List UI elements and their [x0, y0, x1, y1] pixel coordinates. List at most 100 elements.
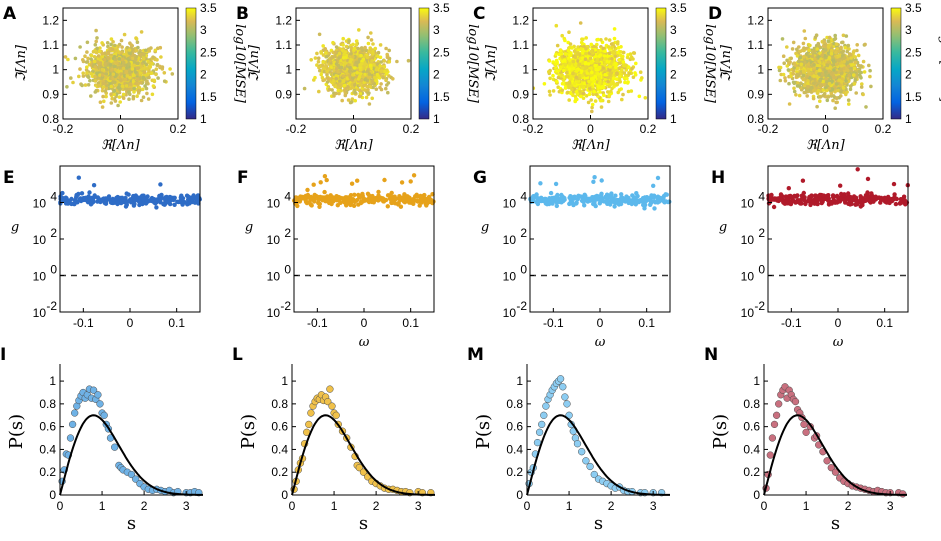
scatter-point — [141, 75, 145, 80]
scatter-point — [606, 45, 611, 49]
scatter-point — [384, 78, 388, 83]
colorbar-tick-label: 3 — [433, 23, 440, 37]
colorbar-tick-label: 3.5 — [200, 1, 217, 15]
scatter-point — [869, 84, 873, 89]
scatter-point — [93, 75, 97, 79]
colorbar-tick-label: 1 — [200, 112, 207, 126]
scatter-point — [341, 36, 346, 41]
scatter-point — [159, 55, 163, 59]
scatter-point — [836, 88, 840, 93]
scatter-point — [548, 93, 552, 97]
scatter-point — [341, 74, 345, 78]
scatter-point — [345, 76, 350, 81]
scatter-point — [152, 78, 156, 83]
scatter-point — [119, 72, 123, 76]
scatter-point — [601, 66, 605, 70]
scatter-point — [594, 92, 599, 97]
scatter-point — [580, 81, 584, 86]
scatter-point — [391, 77, 395, 81]
scatter-point — [855, 48, 859, 53]
colorbar-tick-label: 2 — [670, 68, 677, 82]
scatter-point — [596, 37, 600, 42]
scatter-point — [574, 75, 579, 79]
scatter-point — [84, 60, 89, 64]
scatter-point — [374, 87, 379, 91]
scatter-point — [616, 90, 620, 95]
scatter-point — [81, 59, 86, 64]
scatter-point — [96, 84, 101, 88]
scatter-point — [83, 54, 87, 58]
scatter-point — [109, 42, 113, 47]
scatter-point — [85, 50, 89, 54]
scatter-point — [118, 65, 122, 69]
scatter-point — [120, 45, 124, 49]
scatter-point — [621, 60, 626, 64]
scatter-point — [581, 56, 585, 60]
x-axis-label: ℜ[Λn] — [571, 138, 610, 153]
scatter-point — [365, 69, 370, 73]
scatter-point — [127, 48, 132, 52]
scatter-point — [352, 46, 357, 51]
scatter-point — [104, 72, 109, 76]
scatter-point — [620, 97, 624, 102]
scatter-point — [338, 79, 342, 83]
scatter-point — [162, 79, 167, 83]
scatter-point — [101, 81, 105, 86]
scatter-point — [627, 65, 631, 69]
scatter-point — [384, 86, 388, 91]
scatter-point — [584, 36, 588, 40]
scatter-point — [868, 68, 872, 73]
colorbar-tick-label: 2 — [433, 68, 440, 82]
y-axis-label: ℑ[Λn] — [484, 44, 499, 82]
scatter-point — [373, 46, 378, 51]
scatter-point — [595, 59, 599, 64]
scatter-point — [612, 27, 617, 31]
scatter-point — [567, 30, 571, 34]
scatter-point — [575, 52, 579, 56]
scatter-point — [127, 90, 131, 94]
scatter-point — [356, 46, 360, 51]
scatter-point — [354, 42, 359, 47]
scatter-point — [111, 72, 116, 76]
colorbar-label: log10[MSE] — [702, 24, 717, 104]
scatter-point — [364, 48, 369, 53]
scatter-point — [85, 40, 90, 45]
scatter-point — [378, 43, 383, 47]
scatter-point — [619, 50, 623, 54]
scatter-point — [626, 80, 630, 84]
scatter-point — [348, 86, 353, 91]
scatter-point — [563, 86, 568, 90]
scatter-point — [395, 59, 399, 64]
scatter-point — [588, 56, 593, 61]
scatter-point — [367, 75, 371, 79]
x-tick-label: -0.2 — [53, 122, 74, 136]
scatter-point — [843, 45, 847, 50]
scatter-point — [371, 62, 376, 67]
scatter-point — [342, 52, 346, 57]
scatter-point — [145, 67, 149, 71]
scatter-point — [98, 100, 103, 104]
scatter-point — [121, 60, 126, 65]
scatter-point — [579, 40, 584, 45]
panel-label: B — [236, 4, 249, 24]
scatter-point — [367, 91, 371, 95]
scatter-point — [334, 91, 338, 96]
scatter-points — [63, 28, 175, 109]
scatter-point — [344, 44, 349, 49]
x-tick-label: -0.2 — [286, 122, 307, 136]
scatter-point — [145, 79, 149, 84]
scatter-point — [370, 79, 375, 84]
scatter-point — [597, 66, 601, 71]
scatter-point — [805, 94, 809, 98]
scatter-point — [581, 51, 585, 55]
scatter-point — [112, 64, 116, 69]
scatter-point — [123, 77, 127, 82]
scatter-point — [598, 81, 602, 85]
scatter-point — [610, 45, 614, 50]
x-tick-label: 0.2 — [170, 122, 187, 136]
scatter-point — [361, 57, 366, 62]
y-tick-label: 1.1 — [512, 38, 529, 52]
scatter-point — [578, 21, 583, 25]
scatter-point — [354, 39, 359, 43]
